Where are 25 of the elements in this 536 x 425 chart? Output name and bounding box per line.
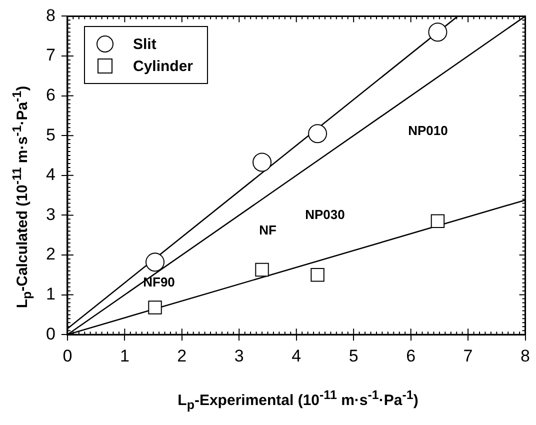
x-tick-label: 4 [292,346,302,366]
annotation: NP010 [408,123,448,138]
annotation: NF90 [143,274,175,290]
legend-label: Slit [133,36,156,52]
y-tick-label: 6 [46,85,56,104]
annotation: NF [259,222,276,238]
x-tick-label: 8 [520,346,530,366]
y-tick-label: 8 [46,6,56,25]
x-tick-label: 0 [62,346,72,366]
y-tick-label: 5 [46,125,56,144]
x-tick-label: 2 [177,346,187,366]
x-tick-label: 7 [463,346,473,366]
x-tick-label: 3 [234,346,244,366]
y-tick-label: 0 [46,324,56,344]
y-tick-label: 3 [46,204,56,224]
x-tick-label: 5 [348,346,358,366]
y-tick-label: 7 [46,46,56,65]
annotation: NP030 [305,206,345,222]
legend-label: Cylinder [133,58,194,74]
y-tick-label: 4 [46,165,56,184]
text: L$_{p}$-Experimental (10$^{-11}$ m·s$^{-1}$·Pa$^{-1}$) [178,388,418,412]
x-tick-label: 6 [406,346,416,366]
x-tick-label: 1 [120,346,130,366]
y-tick-label: 1 [46,284,56,304]
y-tick-label: 2 [46,244,56,264]
